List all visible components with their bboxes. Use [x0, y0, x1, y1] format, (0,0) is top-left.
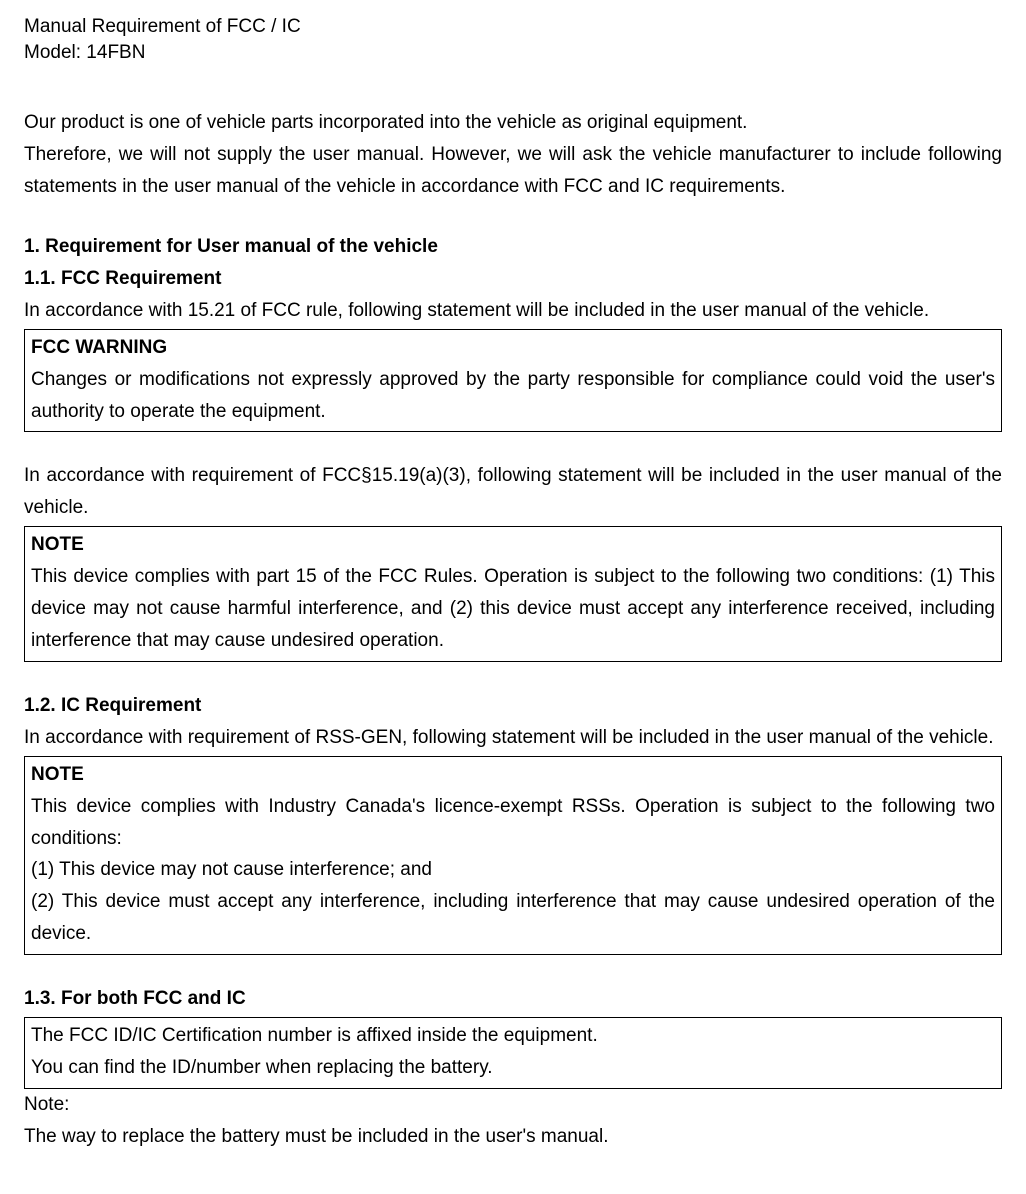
ic-note-line-2: (1) This device may not cause interferen… [31, 854, 995, 886]
section-1-2-heading: 1.2. IC Requirement [24, 690, 1002, 722]
note-text: The way to replace the battery must be i… [24, 1121, 1002, 1153]
spacer [24, 65, 1002, 107]
ic-note-line-1: This device complies with Industry Canad… [31, 791, 995, 855]
section-1-1-lead2: In accordance with requirement of FCC§15… [24, 460, 1002, 524]
section-1-3-heading: 1.3. For both FCC and IC [24, 983, 1002, 1015]
intro-line-2: Therefore, we will not supply the user m… [24, 139, 1002, 203]
ic-note-box: NOTE This device complies with Industry … [24, 756, 1002, 955]
spacer [24, 662, 1002, 690]
document-page: Manual Requirement of FCC / IC Model: 14… [0, 0, 1026, 1177]
spacer [24, 955, 1002, 983]
intro-line-1: Our product is one of vehicle parts inco… [24, 107, 1002, 139]
fcc-warning-title: FCC WARNING [31, 332, 995, 364]
fcc-warning-text: Changes or modifications not expressly a… [31, 364, 995, 428]
doc-model: Model: 14FBN [24, 40, 1002, 66]
doc-title: Manual Requirement of FCC / IC [24, 14, 1002, 40]
ic-note-title: NOTE [31, 759, 995, 791]
section-1-2-lead: In accordance with requirement of RSS-GE… [24, 722, 1002, 754]
fcc-ic-id-line-2: You can find the ID/number when replacin… [31, 1052, 995, 1084]
ic-note-line-3: (2) This device must accept any interfer… [31, 886, 995, 950]
fcc-note-title: NOTE [31, 529, 995, 561]
fcc-note-text: This device complies with part 15 of the… [31, 561, 995, 657]
spacer [24, 203, 1002, 231]
section-1-heading: 1. Requirement for User manual of the ve… [24, 231, 1002, 263]
fcc-warning-box: FCC WARNING Changes or modifications not… [24, 329, 1002, 433]
note-label: Note: [24, 1089, 1002, 1121]
fcc-note-box: NOTE This device complies with part 15 o… [24, 526, 1002, 662]
spacer [24, 432, 1002, 460]
section-1-1-lead: In accordance with 15.21 of FCC rule, fo… [24, 295, 1002, 327]
fcc-ic-id-box: The FCC ID/IC Certification number is af… [24, 1017, 1002, 1089]
fcc-ic-id-line-1: The FCC ID/IC Certification number is af… [31, 1020, 995, 1052]
section-1-1-heading: 1.1. FCC Requirement [24, 263, 1002, 295]
